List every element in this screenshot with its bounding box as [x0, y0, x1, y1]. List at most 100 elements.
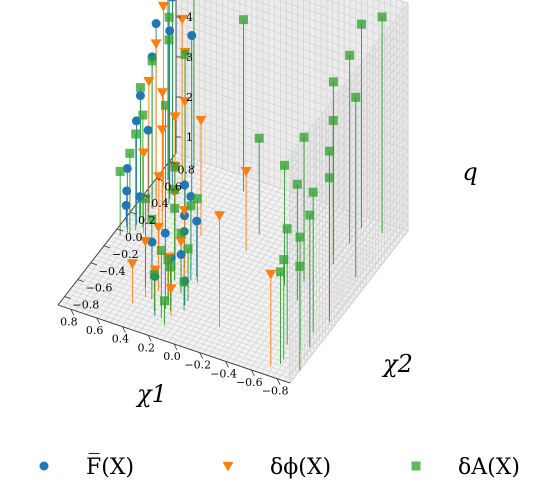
data-point	[280, 160, 290, 170]
data-point	[295, 232, 305, 242]
floor-grid-line-x	[69, 156, 188, 310]
wall-grid-line-z	[204, 0, 409, 69]
data-point	[169, 112, 181, 122]
data-point	[164, 35, 174, 45]
y-tick-label: 0.6	[164, 180, 182, 193]
data-point	[122, 186, 132, 196]
data-point	[170, 185, 180, 195]
y-tick-label: −0.4	[99, 265, 126, 278]
x-tick-mark	[173, 343, 178, 351]
floor-grid-line-y	[131, 209, 364, 289]
floor-grid-line-x	[109, 170, 229, 323]
z-tick-label: 1	[186, 131, 193, 144]
wall-grid-line-z	[175, 144, 409, 224]
x-tick-label: 0.6	[86, 324, 104, 337]
wall-grid-line-z	[289, 76, 409, 229]
x-tick-label: −0.4	[210, 367, 237, 380]
y-tick-mark	[143, 194, 150, 198]
data-point	[125, 148, 135, 158]
x-tick-label: 0.4	[112, 333, 130, 346]
data-point	[121, 200, 131, 210]
wall-grid-line-z	[175, 79, 409, 158]
data-point	[187, 31, 197, 41]
floor-grid-line-x	[133, 178, 252, 331]
data-point	[324, 173, 334, 183]
floor-grid-line-y	[158, 175, 391, 255]
data-point	[179, 97, 191, 107]
wall-grid-line-z	[175, 120, 409, 199]
data-point	[137, 148, 149, 159]
floor-grid-line-y	[155, 179, 388, 258]
floor-grid-line-x	[162, 187, 281, 341]
x-tick-mark	[225, 361, 229, 368]
data-point	[192, 194, 202, 204]
floor-grid-line-y	[140, 198, 373, 277]
data-point	[115, 166, 125, 176]
x-tick-label: −0.8	[262, 385, 289, 398]
x-tick-mark	[96, 317, 101, 325]
data-point	[156, 88, 168, 98]
floor-grid-line-x	[156, 185, 275, 339]
legend-marker	[411, 461, 421, 471]
z-tick-label: 2	[186, 91, 193, 104]
floor-grid-line-y	[134, 205, 367, 285]
legend-marker	[222, 461, 234, 472]
stem-lines	[119, 0, 383, 371]
wall-grid-line-z	[175, 152, 409, 232]
wall-grid-line-z	[301, 0, 409, 36]
y-tick-mark	[90, 262, 97, 266]
data-point	[149, 270, 159, 280]
data-point	[282, 224, 292, 234]
data-point	[143, 125, 153, 135]
wall-grid-line-z	[175, 55, 409, 134]
data-point	[180, 180, 190, 190]
data-point	[183, 244, 193, 254]
y-tick-mark	[129, 211, 137, 215]
y-tick-label: 0.0	[125, 231, 143, 244]
data-point	[164, 12, 174, 22]
y-tick-label: 0.8	[177, 163, 195, 176]
floor-grid-line-x	[167, 189, 287, 343]
data-point	[377, 12, 387, 22]
x-axis-label: χ1	[135, 380, 167, 408]
z-tick-label: 4	[186, 11, 193, 24]
x-tick-mark	[276, 378, 281, 385]
floor-grid-line-x	[80, 160, 200, 313]
data-point	[165, 26, 175, 36]
data-point	[179, 277, 189, 287]
data-point	[195, 115, 207, 126]
floor-grid-line-x	[98, 166, 217, 319]
floor-grid-line-y	[172, 156, 406, 236]
data-point	[147, 56, 157, 66]
wall-grid-line-z	[228, 0, 409, 61]
data-point	[186, 201, 196, 211]
y-tick-mark	[64, 296, 71, 299]
legend: F̅(X) δϕ(X) δA(X)	[39, 453, 520, 480]
x-tick-label: −0.6	[236, 376, 263, 389]
y-tick-mark	[169, 161, 176, 164]
data-point	[135, 91, 145, 101]
axis-labels: χ1 χ2 q	[135, 158, 478, 408]
wall-grid-line-z	[175, 71, 409, 150]
wall-grid-line-z	[175, 103, 409, 183]
data-point	[345, 50, 355, 60]
x-tick-mark	[122, 326, 126, 333]
data-point	[176, 250, 186, 259]
data-point	[165, 262, 175, 272]
data-point	[170, 162, 180, 172]
y-tick-label: 0.2	[138, 214, 156, 227]
wall-grid-line-z	[289, 59, 409, 213]
grid-lines	[57, 0, 409, 384]
y-axis-label: χ2	[381, 350, 413, 378]
wall-grid-line-z	[289, 35, 409, 188]
data-point	[170, 203, 180, 213]
y-tick-mark	[103, 245, 111, 249]
wall-grid-line-z	[289, 10, 409, 164]
floor-grid-line-y	[149, 186, 382, 266]
data-point	[165, 284, 177, 294]
floor-grid-line-y	[128, 213, 361, 293]
data-point	[325, 146, 335, 156]
data-point	[131, 129, 141, 139]
wall-grid-line-z	[252, 0, 409, 53]
data-point	[180, 211, 189, 221]
